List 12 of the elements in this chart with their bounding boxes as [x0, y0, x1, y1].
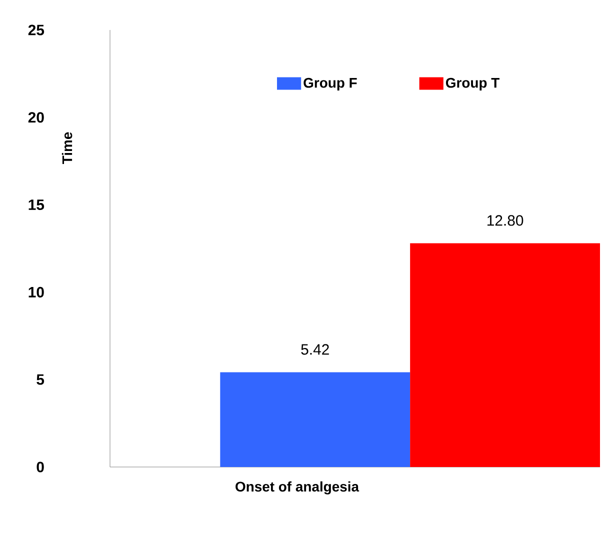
y-tick-label: 0	[36, 462, 44, 472]
legend-label: Group F	[304, 78, 357, 91]
x-axis-title: Onset of analgesia	[236, 481, 360, 494]
legend-label: Group T	[446, 78, 500, 91]
y-axis-title: Time	[62, 132, 72, 164]
y-tick-label: 25	[28, 24, 44, 36]
y-tick-label: 20	[28, 112, 44, 123]
data-label: 12.80	[487, 215, 524, 226]
y-tick-label: 5	[36, 374, 44, 385]
y-tick-label: 15	[28, 200, 44, 210]
y-tick-label: 10	[28, 286, 44, 298]
data-label: 5.42	[301, 344, 329, 355]
